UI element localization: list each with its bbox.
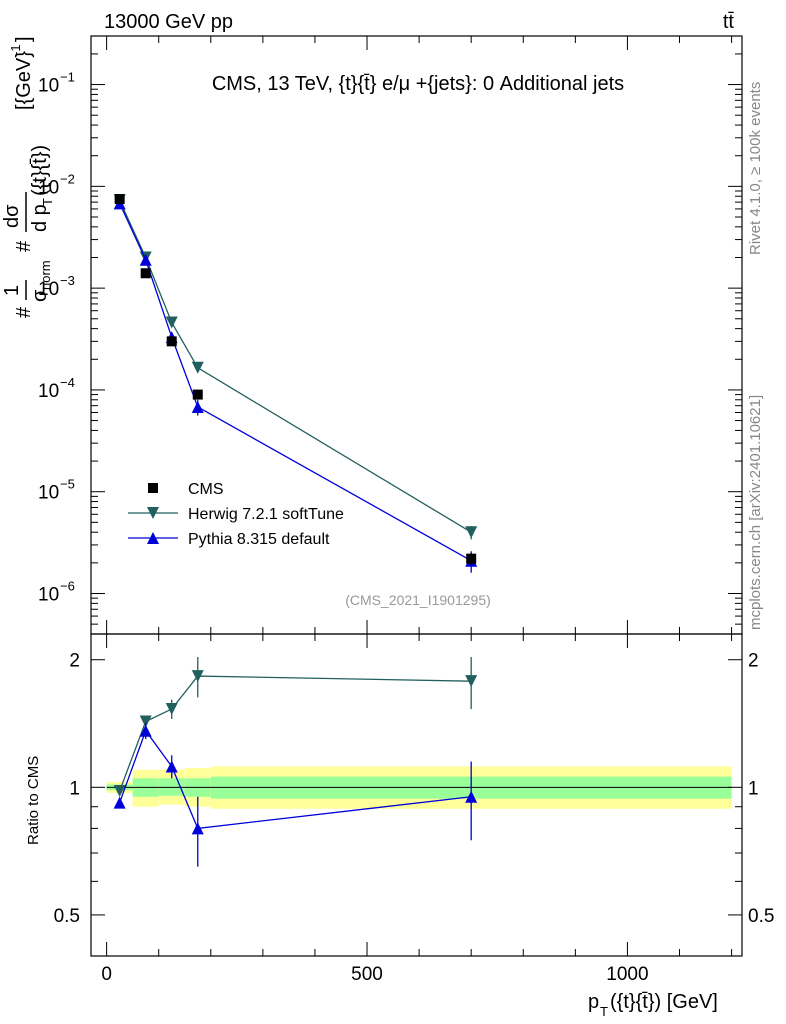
ylabel-hash1: #	[13, 306, 35, 318]
rivet-version-label: Rivet 4.1.0, ≥ 100k events	[747, 82, 764, 255]
ratio-y-tick-label-right: 2	[748, 651, 759, 672]
xlabel-p: p	[588, 991, 599, 1013]
ylabel-arg: ({t}{t̄})	[29, 145, 51, 196]
herwig-point	[465, 526, 478, 539]
legend-cms-label: CMS	[188, 481, 224, 498]
ylabel-sigma: σ	[29, 289, 51, 302]
energy-label: 13000 GeV pp	[104, 11, 233, 33]
y-tick-label-exp: −5	[60, 477, 75, 492]
y-tick-label-base: 10	[38, 381, 59, 402]
ylabel-one: 1	[1, 285, 23, 296]
ratio-axes: 0.5 0.5 1 1 2 2 0 500 1000	[54, 633, 774, 985]
herwig-point	[139, 715, 152, 728]
herwig-point	[113, 785, 126, 798]
herwig-point	[165, 316, 178, 329]
herwig-line	[119, 199, 472, 533]
pythia-point	[465, 790, 478, 803]
legend-herwig-label: Herwig 7.2.1 softTune	[188, 506, 344, 523]
x-tick-label: 0	[101, 964, 112, 985]
cms-point	[166, 336, 177, 347]
ratio-y-tick-label-left: 1	[69, 778, 80, 799]
ylabel-unit: [{GeV}	[13, 51, 35, 110]
y-tick-label-base: 10	[38, 584, 59, 605]
ylabel-norm: norm	[38, 260, 53, 290]
cms-point	[192, 389, 203, 400]
x-tick-label: 500	[351, 964, 383, 985]
y-tick-label-exp: −1	[60, 70, 75, 85]
main-ylabel: # 1 σ norm # dσ d p T ({t}{t̄}) [{GeV} -…	[1, 36, 55, 318]
herwig-point	[165, 703, 178, 716]
y-tick-label-exp: −4	[60, 375, 75, 390]
ratio-ylabel: Ratio to CMS	[25, 756, 42, 845]
mcplots-site-label: mcplots.cern.ch [arXiv:2401.10621]	[747, 395, 764, 630]
pythia-point	[139, 724, 152, 737]
legend-herwig-marker	[147, 507, 159, 519]
y-tick-label-exp: −6	[60, 578, 75, 593]
ylabel-unit-close: ]	[13, 36, 35, 42]
herwig-point	[465, 675, 478, 688]
y-tick-label-base: 10	[38, 279, 59, 300]
analysis-watermark: (CMS_2021_I1901295)	[345, 592, 491, 608]
ylabel-unit-exp: -1	[8, 44, 23, 56]
legend-pythia-label: Pythia 8.315 default	[188, 531, 330, 548]
y-tick-label-base: 10	[38, 76, 59, 97]
ratio-panel: 0.5 0.5 1 1 2 2 0 500 1000	[54, 633, 774, 985]
herwig-point	[191, 670, 204, 683]
ratio-y-tick-label-left: 0.5	[54, 906, 80, 927]
cms-point	[466, 553, 477, 564]
ylabel-dp: d p	[29, 204, 51, 232]
legend-cms-marker	[148, 483, 158, 493]
pythia-point	[113, 796, 126, 809]
y-tick-label-exp: −3	[60, 273, 75, 288]
xlabel: p T ({t}{t̄}) [GeV]	[588, 991, 718, 1019]
cms-point	[114, 194, 125, 205]
herwig-point	[191, 361, 204, 374]
legend: CMS Herwig 7.2.1 softTune Pythia 8.315 def…	[128, 481, 344, 548]
main-title: CMS, 13 TeV, {t}{t̄} e/μ +{jets}: 0 Addi…	[212, 73, 624, 95]
pythia-point	[191, 822, 204, 835]
main-panel: 10−110−210−310−410−510−6 CMS, 13 TeV, {t…	[38, 35, 743, 635]
cms-point	[140, 268, 151, 279]
pythia-point	[191, 400, 204, 413]
main-axes: 10−110−210−310−410−510−6	[38, 35, 743, 635]
ratio-y-tick-label-right: 0.5	[748, 906, 774, 927]
pythia-point	[165, 760, 178, 773]
legend-pythia-marker	[147, 532, 159, 544]
ratio-series	[113, 656, 478, 867]
axes-frame	[90, 633, 743, 957]
ratio-y-tick-label-left: 2	[69, 651, 80, 672]
ratio-y-tick-label-right: 1	[748, 778, 759, 799]
ylabel-hash2: #	[13, 240, 35, 252]
xlabel-sub: T	[600, 1004, 608, 1019]
pythia-point	[139, 253, 152, 266]
main-series	[113, 194, 478, 573]
ylabel-dsigma: dσ	[1, 204, 23, 228]
process-label: tt̄	[723, 11, 735, 33]
ylabel-dp-sub: T	[40, 198, 55, 206]
y-tick-label-base: 10	[38, 177, 59, 198]
y-tick-label-base: 10	[38, 483, 59, 504]
xlabel-rest: ({t}{t̄}) [GeV]	[610, 991, 718, 1013]
y-tick-label-exp: −2	[60, 171, 75, 186]
x-tick-label: 1000	[606, 964, 648, 985]
